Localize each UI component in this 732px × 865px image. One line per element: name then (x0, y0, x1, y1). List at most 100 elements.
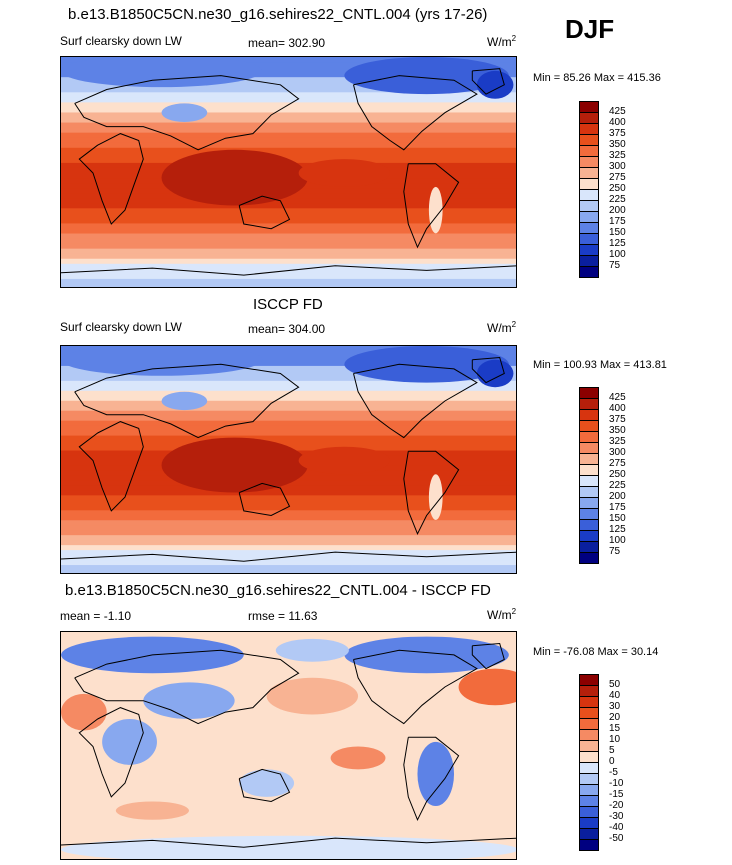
field-band (61, 278, 516, 285)
colorbar-label: -50 (609, 833, 624, 844)
coastline (238, 195, 291, 230)
colorbar-swatch (579, 266, 599, 278)
field-band (61, 375, 516, 382)
coastline (353, 75, 478, 151)
colorbar-label: 400 (609, 117, 626, 128)
field-band (61, 425, 516, 432)
coastline (61, 551, 516, 562)
field-band (61, 82, 516, 89)
coastline (238, 768, 291, 803)
coastline (74, 75, 300, 151)
colorbar-label: -15 (609, 789, 624, 800)
field-band (61, 57, 516, 64)
colorbar-label: 75 (609, 260, 621, 271)
colorbar-swatch (579, 552, 599, 564)
field-band (61, 565, 516, 572)
field-band (61, 87, 516, 94)
colorbar-label: 350 (609, 425, 626, 436)
field-band (61, 370, 516, 377)
coastline (74, 363, 300, 439)
field-band (61, 198, 516, 205)
field-band (61, 208, 516, 215)
field-band (61, 440, 516, 447)
field-band (61, 485, 516, 492)
field-band (61, 535, 516, 542)
field-band (61, 238, 516, 245)
coastline (78, 707, 144, 798)
field-band (61, 228, 516, 235)
colorbar-label: 100 (609, 249, 626, 260)
field-band (61, 268, 516, 275)
field-band (61, 92, 516, 99)
arctic-cold (344, 57, 509, 95)
season-label: DJF (565, 14, 615, 44)
colorbar-label: 300 (609, 447, 626, 458)
field-band (61, 395, 516, 402)
andes-spot (428, 186, 443, 234)
colorbar-label: 175 (609, 216, 626, 227)
field-band (61, 360, 516, 367)
panel2-map-svg (61, 346, 516, 573)
field-band (61, 385, 516, 392)
field-band (61, 570, 516, 573)
field-band (61, 525, 516, 532)
panel1-map-svg (61, 57, 516, 287)
colorbar-label: 325 (609, 436, 626, 447)
field-band (61, 77, 516, 84)
panel2-map (60, 345, 517, 574)
field-band (61, 550, 516, 557)
diff-cold (344, 636, 509, 674)
colorbar-label: 30 (609, 701, 621, 712)
field-band (61, 560, 516, 567)
colorbar-label: 0 (609, 756, 615, 767)
colorbar-label: 150 (609, 227, 626, 238)
panel2-units: W/m2 (487, 320, 517, 335)
coastline (403, 163, 460, 249)
panel2-title: ISCCP FD (253, 296, 323, 313)
panel2-mean: mean= 304.00 (248, 322, 326, 336)
field-band (61, 152, 516, 159)
field-band (61, 350, 516, 357)
colorbar-label: 250 (609, 183, 626, 194)
diff-warm (330, 746, 386, 770)
colorbar-label: 10 (609, 734, 621, 745)
colorbar-label: -20 (609, 800, 624, 811)
field-band (61, 346, 516, 352)
colorbar-label: 375 (609, 128, 626, 139)
coastline (471, 642, 505, 670)
coastline (61, 837, 516, 848)
field-band (61, 218, 516, 225)
diff-cold (143, 682, 235, 720)
panel1-mean: mean= 302.90 (248, 36, 326, 50)
colorbar-label: 275 (609, 458, 626, 469)
field-band (61, 253, 516, 260)
coastline (471, 68, 505, 95)
field-band (61, 132, 516, 139)
panel3-mean: mean = -1.10 (60, 609, 132, 623)
colorbar-label: 425 (609, 392, 626, 403)
panel2-minmax: Min = 100.93 Max = 413.81 (533, 359, 667, 371)
warm-region (298, 159, 391, 187)
field-band (61, 102, 516, 109)
field-band (61, 520, 516, 527)
field-band (61, 405, 516, 412)
field-band (61, 233, 516, 240)
siberia-cold (61, 57, 263, 88)
colorbar-label: 40 (609, 690, 621, 701)
field-band (61, 530, 516, 537)
colorbar-label: 400 (609, 403, 626, 414)
colorbar-label: -40 (609, 822, 624, 833)
field-band (61, 355, 516, 362)
diff-warm (115, 801, 189, 820)
colorbar-label: 425 (609, 106, 626, 117)
greenland-cold (476, 70, 514, 99)
coastline (74, 649, 300, 725)
colorbar-label: 325 (609, 150, 626, 161)
colorbar-label: -10 (609, 778, 624, 789)
panel1-units: W/m2 (487, 34, 517, 49)
field-band (61, 97, 516, 104)
field-band (61, 67, 516, 74)
diff-cold (417, 741, 455, 807)
field-band (61, 122, 516, 129)
panel3-title: b.e13.B1850C5CN.ne30_g16.sehires22_CNTL.… (65, 582, 491, 599)
